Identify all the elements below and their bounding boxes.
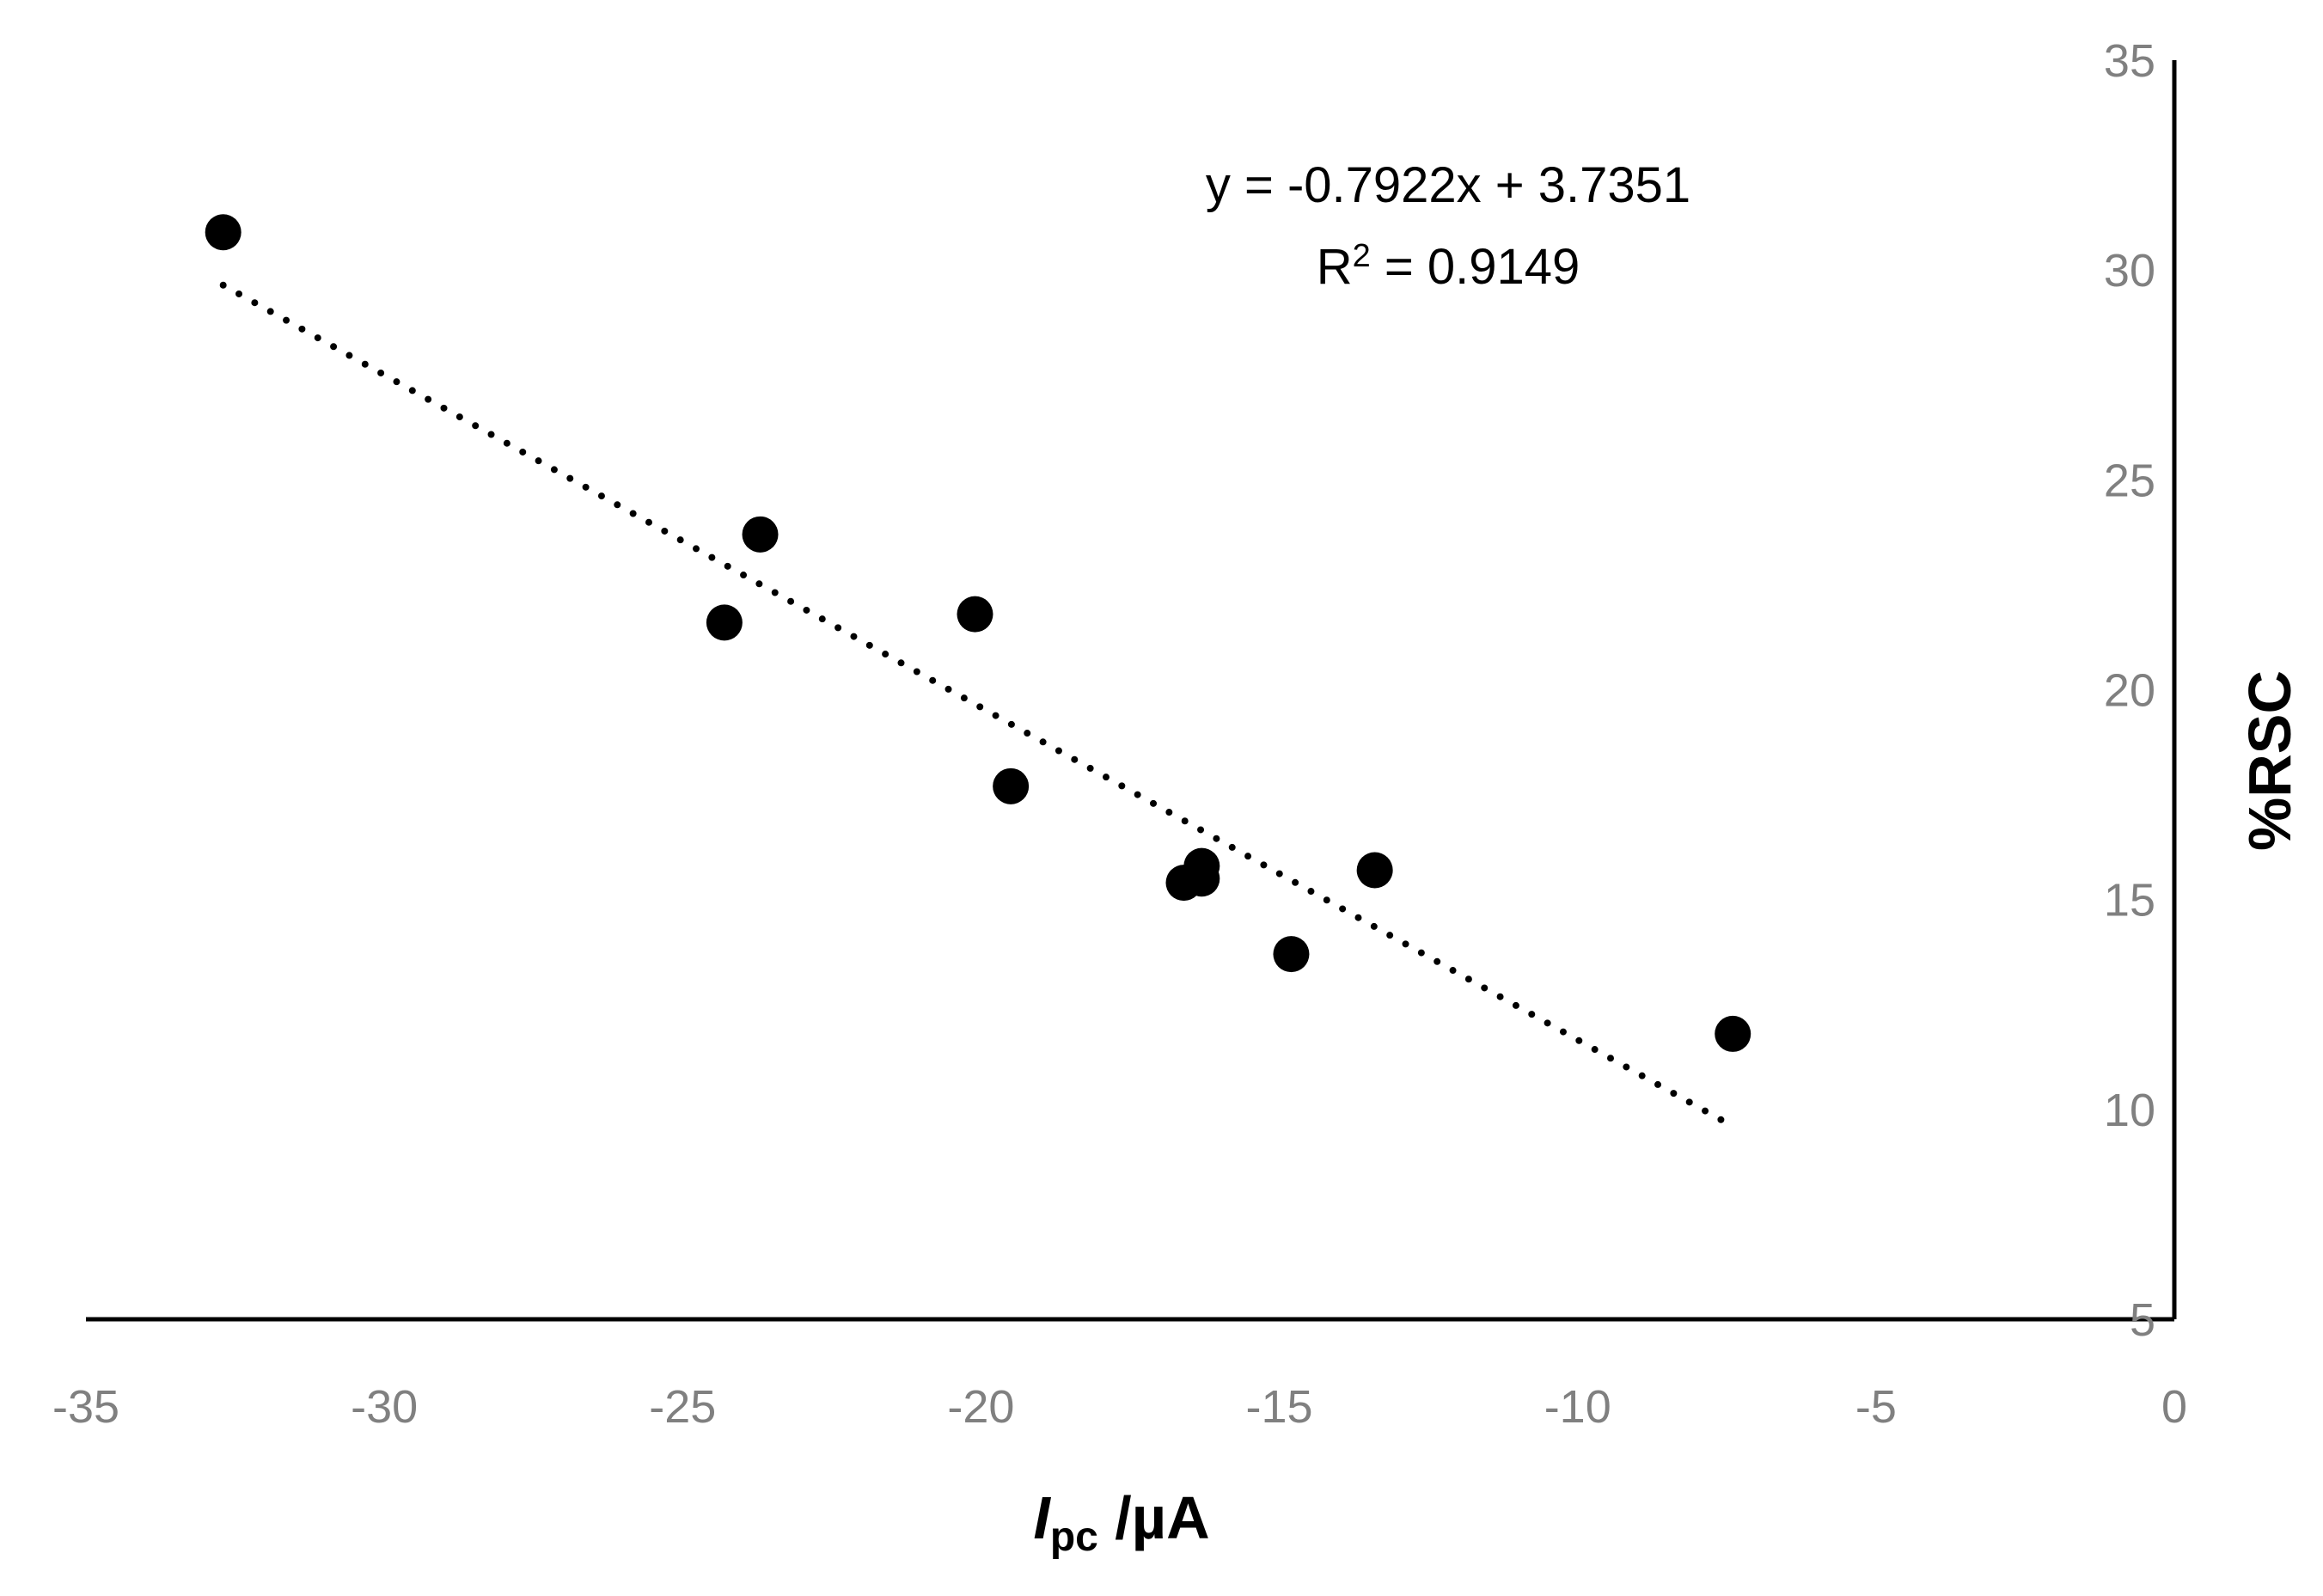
x-tick-label: -10 [1544,1381,1611,1433]
data-point [1356,852,1393,889]
x-tick-label: -5 [1855,1381,1897,1433]
y-axis-title: %RSC [2236,670,2303,851]
data-point [1273,936,1310,973]
x-tick-label: -30 [351,1381,418,1433]
x-tick-labels: -35 -30 -25 -20 -15 -10 -5 0 [52,1381,2187,1433]
trendline-equation: y = -0.7922x + 3.7351 [1206,157,1690,213]
y-tick-label: 10 [2104,1085,2155,1136]
data-point [1183,860,1220,897]
data-point [706,604,743,641]
x-tick-label: -35 [52,1381,119,1433]
x-tick-label: 0 [2161,1381,2187,1433]
trendline [219,281,1737,1130]
y-tick-label: 30 [2104,245,2155,297]
data-point [742,516,779,553]
data-points [205,214,1751,1052]
y-tick-label: 15 [2104,875,2155,926]
data-point [993,767,1030,804]
y-tick-label: 25 [2104,455,2155,506]
x-tick-label: -25 [649,1381,716,1433]
y-tick-label: 35 [2104,35,2155,87]
axes [86,60,2177,1322]
y-tick-label: 20 [2104,665,2155,717]
trendline-group [219,281,1737,1130]
data-point [957,596,993,633]
x-axis-title: Ipc /µA [1033,1484,1209,1560]
data-point [1715,1015,1751,1052]
x-tick-label: -20 [947,1381,1014,1433]
r-squared-label: R2 = 0.9149 [1317,238,1580,295]
data-point [205,214,241,251]
y-tick-labels: 5 10 15 20 25 30 35 [2104,35,2155,1346]
y-tick-label: 5 [2130,1294,2155,1346]
x-tick-label: -15 [1246,1381,1313,1433]
